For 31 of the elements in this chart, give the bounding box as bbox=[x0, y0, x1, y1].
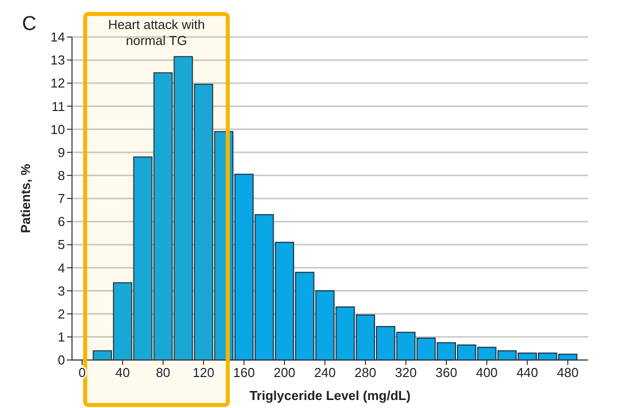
x-tick-label: 400 bbox=[476, 365, 498, 380]
x-tick-label: 440 bbox=[516, 365, 538, 380]
y-tick-label: 12 bbox=[50, 76, 65, 91]
x-tick-label: 480 bbox=[556, 365, 579, 380]
y-tick-label: 4 bbox=[58, 260, 65, 276]
x-tick-label: 320 bbox=[395, 365, 417, 380]
chart-title: C bbox=[22, 13, 36, 35]
y-tick-label: 7 bbox=[58, 191, 65, 206]
y-tick-label: 14 bbox=[50, 30, 65, 45]
y-tick-label: 5 bbox=[58, 237, 65, 252]
y-tick-label: 10 bbox=[50, 122, 65, 137]
y-tick-label: 6 bbox=[58, 214, 65, 230]
y-tick-label: 1 bbox=[58, 329, 65, 344]
y-tick-label: 3 bbox=[58, 283, 65, 298]
x-tick-label: 200 bbox=[274, 365, 296, 380]
x-tick-label: 240 bbox=[314, 365, 336, 380]
y-tick-label: 8 bbox=[58, 168, 65, 183]
x-tick-label: 120 bbox=[192, 365, 214, 380]
y-tick-label: 2 bbox=[58, 306, 65, 322]
x-axis-title: Triglyceride Level (mg/dL) bbox=[249, 388, 411, 403]
x-tick-label: 280 bbox=[354, 365, 376, 380]
y-tick-label: 0 bbox=[58, 352, 65, 368]
band-label: Heart attack with normal TG bbox=[108, 17, 205, 48]
y-tick-label: 11 bbox=[52, 98, 65, 114]
y-tick-label: 9 bbox=[58, 144, 65, 160]
y-tick-label: 13 bbox=[50, 52, 65, 68]
y-axis-title: Patients, % bbox=[18, 163, 33, 234]
x-tick-label: 40 bbox=[115, 365, 130, 380]
x-tick-label: 80 bbox=[156, 365, 170, 380]
x-tick-label: 360 bbox=[436, 365, 458, 380]
x-tick-label: 160 bbox=[233, 365, 255, 380]
